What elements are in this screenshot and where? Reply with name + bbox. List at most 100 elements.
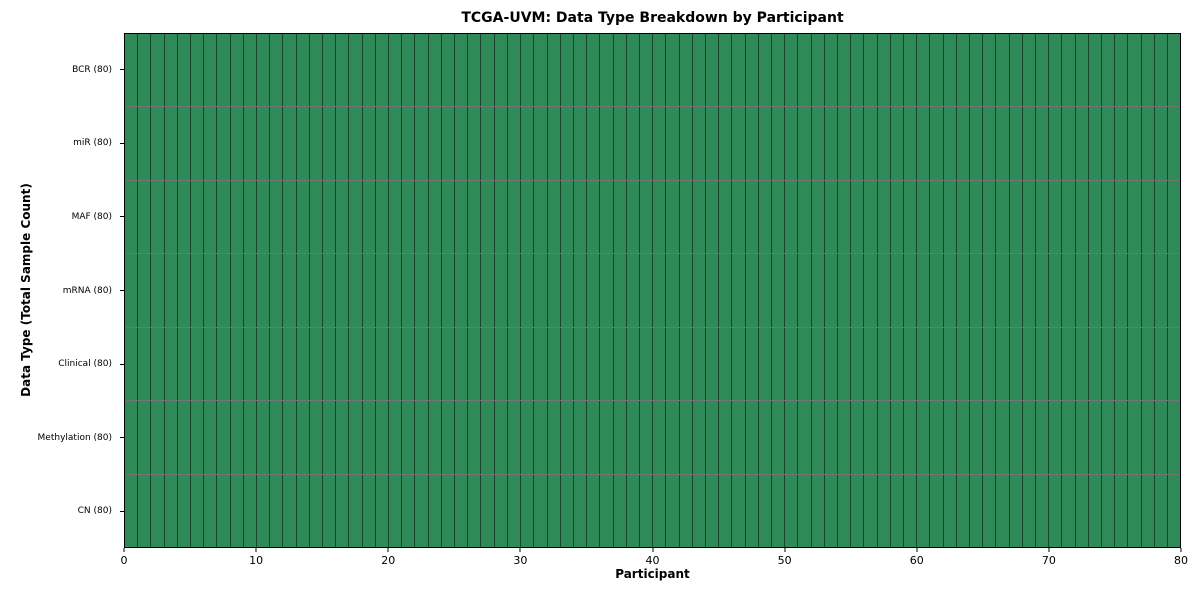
heatmap-cell <box>600 401 614 474</box>
heatmap-cell <box>573 180 588 254</box>
heatmap-cell <box>705 180 720 254</box>
heatmap-cell <box>956 327 970 401</box>
heatmap-cell <box>270 327 284 401</box>
heatmap-cell <box>851 180 865 254</box>
x-tick-label: 80 <box>1174 554 1188 567</box>
heatmap-cell <box>1168 327 1181 401</box>
heatmap-cell <box>1075 401 1089 474</box>
heatmap-cell <box>626 254 640 327</box>
heatmap-cell <box>851 107 865 180</box>
y-tick-label: CN (80) <box>77 506 112 517</box>
heatmap-cell <box>745 474 759 547</box>
heatmap-cell <box>441 254 456 327</box>
heatmap-cell <box>758 107 772 180</box>
heatmap-cell <box>560 34 574 107</box>
heatmap-cell <box>283 34 297 107</box>
heatmap-cell <box>864 180 878 254</box>
heatmap-cell <box>428 474 442 547</box>
x-tick-mark <box>1048 548 1050 552</box>
heatmap-cell <box>745 401 759 474</box>
heatmap-cell <box>323 254 337 327</box>
heatmap-cell <box>270 34 284 107</box>
heatmap-cell <box>903 327 918 401</box>
heatmap-cell <box>1049 180 1063 254</box>
heatmap-cell <box>191 474 205 547</box>
heatmap-cell <box>349 180 363 254</box>
x-axis-ticks: 0 10 20 30 40 50 60 70 80 <box>121 548 1188 578</box>
heatmap-cell <box>705 327 720 401</box>
heatmap-cell <box>204 180 218 254</box>
heatmap-cell <box>864 107 878 180</box>
heatmap-cell <box>1075 34 1089 107</box>
heatmap-cell <box>375 254 390 327</box>
heatmap-cell <box>560 254 574 327</box>
plot-area: PresentAbsent <box>124 33 1181 548</box>
heatmap-cell <box>811 327 825 401</box>
heatmap-cell <box>1141 107 1155 180</box>
heatmap-cell <box>1102 474 1116 547</box>
heatmap-cell <box>389 474 403 547</box>
y-tick-mark <box>120 363 124 365</box>
heatmap-cell <box>428 180 442 254</box>
heatmap-cell <box>903 180 918 254</box>
heatmap-cell <box>1049 401 1063 474</box>
heatmap-cell <box>389 107 403 180</box>
heatmap-cell <box>257 107 271 180</box>
heatmap-cell <box>679 474 693 547</box>
heatmap-cell <box>1115 327 1129 401</box>
heatmap-cell <box>296 107 310 180</box>
heatmap-cell <box>732 327 746 401</box>
heatmap-cell <box>455 327 469 401</box>
heatmap-cell <box>560 474 574 547</box>
heatmap-cell <box>864 254 878 327</box>
heatmap-cell <box>692 327 706 401</box>
heatmap-cell <box>362 180 376 254</box>
heatmap-cell <box>732 474 746 547</box>
heatmap-cell <box>243 34 258 107</box>
heatmap-cell <box>230 34 244 107</box>
heatmap-cell <box>943 474 957 547</box>
heatmap-cell <box>983 327 997 401</box>
heatmap-cell <box>191 107 205 180</box>
heatmap-cell <box>692 107 706 180</box>
heatmap-cell <box>653 34 667 107</box>
heatmap-cell <box>521 180 535 254</box>
heatmap-row <box>125 34 1181 108</box>
heatmap-cell <box>903 34 918 107</box>
heatmap-cell <box>177 107 192 180</box>
heatmap-cell <box>1062 401 1076 474</box>
heatmap-cell <box>771 327 786 401</box>
heatmap-cell <box>573 254 588 327</box>
heatmap-cell <box>864 34 878 107</box>
heatmap-cell <box>1128 254 1142 327</box>
heatmap-cell <box>798 180 812 254</box>
heatmap-cell <box>283 180 297 254</box>
heatmap-cell <box>309 474 324 547</box>
heatmap-cell <box>507 327 522 401</box>
heatmap-cell <box>534 107 548 180</box>
heatmap-cell <box>1036 107 1050 180</box>
heatmap-cell <box>1009 474 1023 547</box>
heatmap-cell <box>798 474 812 547</box>
heatmap-cell <box>534 254 548 327</box>
heatmap-cell <box>296 401 310 474</box>
heatmap-cell <box>851 34 865 107</box>
heatmap-cell <box>771 34 786 107</box>
heatmap-cell <box>1141 327 1155 401</box>
heatmap-cell <box>336 474 350 547</box>
heatmap-cell <box>151 474 165 547</box>
heatmap-cell <box>494 254 508 327</box>
heatmap-cell <box>824 34 838 107</box>
heatmap-cell <box>970 107 984 180</box>
heatmap-cell <box>917 474 931 547</box>
heatmap-cell <box>1088 180 1103 254</box>
heatmap-cell <box>534 327 548 401</box>
heatmap-cell <box>296 327 310 401</box>
heatmap-cell <box>270 107 284 180</box>
heatmap-cell <box>164 254 178 327</box>
heatmap-cell <box>375 107 390 180</box>
heatmap-cell <box>402 327 416 401</box>
heatmap-cell <box>455 474 469 547</box>
heatmap-cell <box>996 34 1010 107</box>
heatmap-cell <box>1009 107 1023 180</box>
